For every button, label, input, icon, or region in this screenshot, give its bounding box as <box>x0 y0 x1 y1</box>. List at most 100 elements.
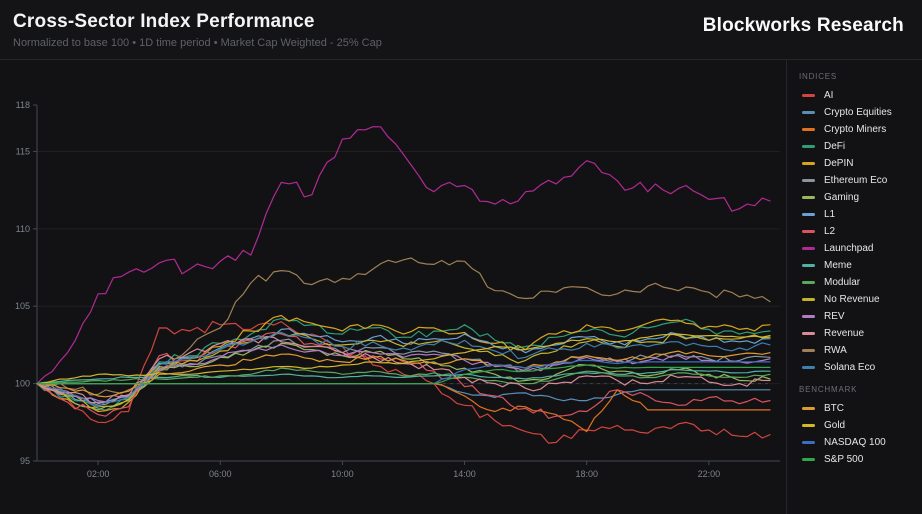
series-line-crypto-miners[interactable] <box>36 383 771 433</box>
legend-item-depin[interactable]: DePIN <box>799 155 914 172</box>
content-body: 95 100 105 110 115 118 02:00 06:00 10:00 14:00 18:… <box>0 60 922 514</box>
legend-swatch-crypto-miners <box>802 128 815 131</box>
legend-item-crypto-miners[interactable]: Crypto Miners <box>799 121 914 138</box>
legend-swatch-meme <box>802 264 815 267</box>
legend-label: Modular <box>824 277 861 288</box>
legend-item-modular[interactable]: Modular <box>799 274 914 291</box>
x-tick-label: 22:00 <box>698 469 721 479</box>
legend-swatch-rev <box>802 315 815 318</box>
series-line-l1[interactable] <box>36 328 771 405</box>
legend-label: Crypto Miners <box>824 124 887 135</box>
legend-label: Crypto Equities <box>824 107 892 118</box>
legend-label: Gold <box>824 420 846 431</box>
y-tick-label: 105 <box>15 301 30 311</box>
legend-item-no-revenue[interactable]: No Revenue <box>799 291 914 308</box>
legend-label: NASDAQ 100 <box>824 437 886 448</box>
series-line-meme[interactable] <box>36 369 771 385</box>
legend-item-defi[interactable]: DeFi <box>799 138 914 155</box>
series-line-launchpad[interactable] <box>36 126 771 385</box>
legend-item-solana-eco[interactable]: Solana Eco <box>799 359 914 376</box>
legend-section-indices: INDICES <box>799 72 838 81</box>
legend-swatch-defi <box>802 145 815 148</box>
series-line-gold[interactable] <box>36 333 771 385</box>
legend-label: DePIN <box>824 158 854 169</box>
legend-swatch-depin <box>802 162 815 165</box>
chart-panel: 95 100 105 110 115 118 02:00 06:00 10:00 14:00 18:… <box>0 60 786 514</box>
legend-list-benchmark: BTC Gold NASDAQ 100 S&P 500 <box>799 400 914 468</box>
page-subtitle: Normalized to base 100 • 1D time period … <box>13 37 382 49</box>
brand-logo: Blockworks Research <box>702 15 904 36</box>
series-line-modular[interactable] <box>36 367 771 385</box>
series-line-defi[interactable] <box>36 318 771 411</box>
title-block: Cross-Sector Index Performance Normalize… <box>13 11 382 49</box>
legend-swatch-ethereum-eco <box>802 179 815 182</box>
page-title: Cross-Sector Index Performance <box>13 11 315 32</box>
series-line-rwa[interactable] <box>36 257 771 396</box>
y-tick-label: 100 <box>15 379 30 389</box>
y-tick-label: 115 <box>16 146 30 156</box>
legend-label: Revenue <box>824 328 865 339</box>
legend-item-meme[interactable]: Meme <box>799 257 914 274</box>
x-tick-label: 18:00 <box>575 469 598 479</box>
x-tick-label: 14:00 <box>453 469 476 479</box>
legend-item-l2[interactable]: L2 <box>799 223 914 240</box>
y-tick-label: 95 <box>20 456 30 466</box>
legend-label: RWA <box>824 345 847 356</box>
x-tick-label: 02:00 <box>87 469 110 479</box>
legend-label: Ethereum Eco <box>824 175 888 186</box>
legend-label: REV <box>824 311 845 322</box>
legend-swatch-btc <box>802 407 815 410</box>
legend-swatch-launchpad <box>802 247 815 250</box>
legend-item-launchpad[interactable]: Launchpad <box>799 240 914 257</box>
legend-section-benchmark: BENCHMARK <box>799 385 858 394</box>
legend-item-s-p-500[interactable]: S&P 500 <box>799 451 914 468</box>
legend-label: DeFi <box>824 141 846 152</box>
legend-list-indices: AI Crypto Equities Crypto Miners DeFi DePIN E… <box>799 87 914 376</box>
legend-item-ethereum-eco[interactable]: Ethereum Eco <box>799 172 914 189</box>
legend-item-gaming[interactable]: Gaming <box>799 189 914 206</box>
legend-label: Launchpad <box>824 243 874 254</box>
legend-swatch-s-p-500 <box>802 458 815 461</box>
legend-swatch-rwa <box>802 349 815 352</box>
x-tick-label: 10:00 <box>331 469 354 479</box>
y-tick-label: 118 <box>16 100 30 110</box>
series-line-rev[interactable] <box>36 344 771 403</box>
legend-swatch-crypto-equities <box>802 111 815 114</box>
legend-swatch-nasdaq-100 <box>802 441 815 444</box>
legend-swatch-l2 <box>802 230 815 233</box>
legend-swatch-ai <box>802 94 815 97</box>
legend-item-revenue[interactable]: Revenue <box>799 325 914 342</box>
legend-label: No Revenue <box>824 294 880 305</box>
legend-label: Meme <box>824 260 852 271</box>
legend-item-btc[interactable]: BTC <box>799 400 914 417</box>
series-line-crypto-equities[interactable] <box>36 383 771 402</box>
y-tick-label: 110 <box>16 224 30 234</box>
legend-item-rev[interactable]: REV <box>799 308 914 325</box>
legend-swatch-solana-eco <box>802 366 815 369</box>
legend-label: Gaming <box>824 192 860 203</box>
legend-label: Solana Eco <box>824 362 876 373</box>
series-line-s-p-500[interactable] <box>36 364 771 385</box>
legend-item-l1[interactable]: L1 <box>799 206 914 223</box>
legend-item-rwa[interactable]: RWA <box>799 342 914 359</box>
legend-item-nasdaq-100[interactable]: NASDAQ 100 <box>799 434 914 451</box>
legend-swatch-no-revenue <box>802 298 815 301</box>
series-line-solana-eco[interactable] <box>36 331 771 408</box>
legend-item-crypto-equities[interactable]: Crypto Equities <box>799 104 914 121</box>
legend-label: L1 <box>824 209 836 220</box>
legend-label: AI <box>824 90 834 101</box>
legend-item-ai[interactable]: AI <box>799 87 914 104</box>
legend-item-gold[interactable]: Gold <box>799 417 914 434</box>
series-line-ai[interactable] <box>36 320 771 444</box>
series-line-btc[interactable] <box>36 350 771 398</box>
series-line-no-revenue[interactable] <box>36 331 771 409</box>
legend-label: BTC <box>824 403 844 414</box>
header: Cross-Sector Index Performance Normalize… <box>0 0 922 60</box>
performance-line-chart[interactable]: 95 100 105 110 115 118 02:00 06:00 10:00 14:00 18:… <box>0 60 786 514</box>
legend-sidebar: INDICES AI Crypto Equities Crypto Miners De… <box>786 60 922 514</box>
series-line-l2[interactable] <box>36 331 771 419</box>
legend-swatch-revenue <box>802 332 815 335</box>
legend-swatch-modular <box>802 281 815 284</box>
legend-label: S&P 500 <box>824 454 864 465</box>
